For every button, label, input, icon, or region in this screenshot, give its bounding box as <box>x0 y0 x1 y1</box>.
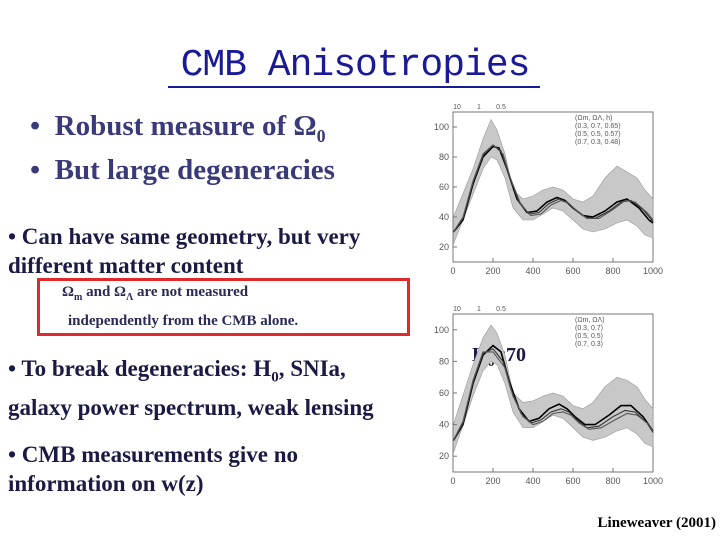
geometry-line-2: different matter content <box>8 253 244 278</box>
break-sub: 0 <box>271 369 279 386</box>
bullet-mark: • <box>30 154 41 186</box>
top-tick-label: 0.5 <box>496 306 506 313</box>
omega-lambda-symbol: Ω <box>114 284 127 300</box>
model-curve-2 <box>452 144 654 233</box>
y-tick-label: 100 <box>434 325 449 335</box>
y-tick-label: 80 <box>439 356 449 366</box>
x-tick-label: 1000 <box>643 476 663 486</box>
break-post: , SNIa, <box>278 356 346 381</box>
y-tick-label: 100 <box>434 122 449 132</box>
omega-symbol: Ω <box>293 110 317 142</box>
break-line-2: galaxy power spectrum, weak lensing <box>8 394 374 420</box>
omega-m-symbol: Ω <box>62 284 75 300</box>
x-tick-label: 200 <box>485 266 500 276</box>
top-tick-label: 1 <box>477 306 481 313</box>
y-tick-label: 40 <box>439 212 449 222</box>
model-curve-3 <box>452 144 654 233</box>
data-uncertainty-band <box>453 324 654 454</box>
bullet-mark: • <box>30 110 41 142</box>
model-curve-1 <box>452 145 654 233</box>
citation: Lineweaver (2001) <box>597 515 716 531</box>
top-tick-label: 10 <box>453 306 461 313</box>
x-tick-label: 800 <box>605 476 620 486</box>
bullet-text: Robust measure of <box>54 110 294 142</box>
cmb-line-1: • CMB measurements give no <box>8 442 298 467</box>
legend-header: (Ωm, ΩΛ, h) <box>575 115 612 122</box>
legend-header: (Ωm, ΩΛ) <box>575 317 605 324</box>
slide-title: CMB Anisotropies <box>180 44 531 87</box>
x-tick-label: 200 <box>485 476 500 486</box>
y-tick-label: 60 <box>439 388 449 398</box>
legend-entry: (0.3, 0.7) <box>575 325 603 332</box>
y-tick-label: 40 <box>439 420 449 430</box>
x-tick-label: 400 <box>525 266 540 276</box>
x-tick-label: 600 <box>565 476 580 486</box>
x-tick-label: 600 <box>565 266 580 276</box>
and-text: and <box>82 284 115 300</box>
y-tick-label: 20 <box>439 451 449 461</box>
legend-entry: (0.3, 0.7, 0.65) <box>575 123 621 130</box>
sub-m: m <box>74 292 83 303</box>
note-box <box>37 278 410 336</box>
cmb-power-spectrum-chart-top: 0 200 400 600 800 1000 20 40 60 80 100 10 1 0.5 (Ωm, Ω… <box>434 104 663 276</box>
model-curve-3 <box>452 351 654 441</box>
bullet-degeneracies: • But large degeneracies <box>30 154 335 187</box>
legend-entry: (0.7, 0.3) <box>575 341 603 348</box>
y-tick-label: 20 <box>439 242 449 252</box>
top-tick-label: 1 <box>477 104 481 111</box>
top-tick-label: 10 <box>453 104 461 111</box>
bullet-break: • To break degeneracies: H0, SNIa, galax… <box>8 354 468 422</box>
legend-entry: (0.5, 0.5, 0.57) <box>575 131 621 138</box>
box-line-2: independently from the CMB alone. <box>68 313 299 329</box>
x-tick-label: 0 <box>450 476 455 486</box>
y-tick-label: 80 <box>439 152 449 162</box>
bullet-cmb: • CMB measurements give no information o… <box>8 440 428 498</box>
cmb-line-2: information on w(z) <box>8 471 204 496</box>
cmb-power-spectrum-chart-bottom: 0 200 400 600 800 1000 20 40 60 80 100 10 1 0.5 (Ωm, Ω… <box>434 306 663 486</box>
geometry-line-1: • Can have same geometry, but very <box>8 224 361 249</box>
x-tick-label: 400 <box>525 476 540 486</box>
bullet-text: But large degeneracies <box>54 154 335 186</box>
top-tick-label: 0.5 <box>496 104 506 111</box>
break-pre: • To break degeneracies: H <box>8 356 272 381</box>
legend-entry: (0.7, 0.3, 0.48) <box>575 139 621 146</box>
break-line-1: • To break degeneracies: H0, SNIa, <box>8 354 468 393</box>
sub-lambda: Λ <box>126 292 134 303</box>
bullet-robust: • Robust measure of Ω0 <box>30 110 326 147</box>
box-rest-text: are not measured <box>133 284 249 300</box>
x-tick-label: 0 <box>450 266 455 276</box>
bullet-geometry: • Can have same geometry, but very diffe… <box>8 222 448 280</box>
data-uncertainty-band <box>453 118 654 245</box>
x-tick-label: 800 <box>605 266 620 276</box>
y-tick-label: 60 <box>439 182 449 192</box>
omega-subscript: 0 <box>316 125 326 146</box>
h0-sub: 0 <box>487 355 495 370</box>
x-tick-label: 1000 <box>643 266 663 276</box>
title-underline <box>168 86 540 88</box>
legend-entry: (0.5, 0.5) <box>575 333 603 340</box>
box-line-1: Ωm and ΩΛ are not measured <box>62 284 248 303</box>
